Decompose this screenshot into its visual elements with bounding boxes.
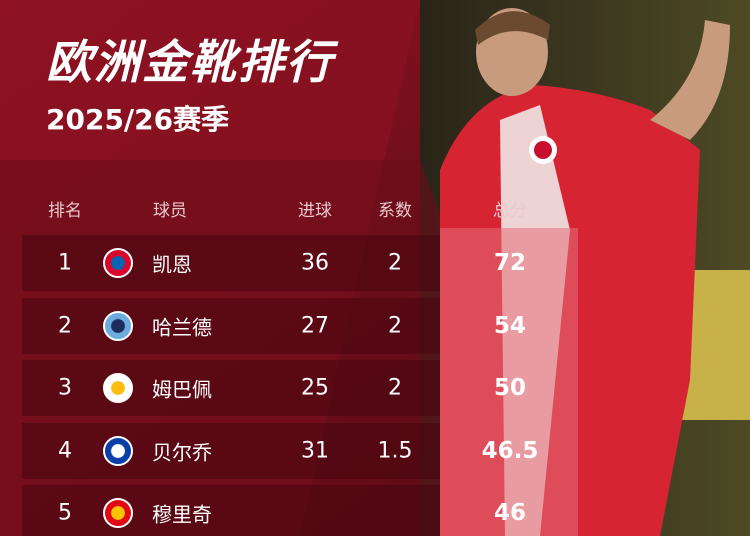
goals: 31 <box>301 438 329 463</box>
player-name: 姆巴佩 <box>152 377 212 402</box>
subtitle: 2025/26赛季 <box>46 103 230 136</box>
column-header: 排名 <box>48 201 82 221</box>
goals: 25 <box>301 375 329 401</box>
goals: 36 <box>301 250 329 276</box>
player-name: 贝尔乔 <box>152 440 212 464</box>
club-logo <box>103 310 133 341</box>
row-background <box>22 422 440 479</box>
column-header: 球员 <box>153 201 187 221</box>
total-points: 72 <box>493 250 527 276</box>
total-points: 54 <box>493 312 527 339</box>
club-logo <box>103 435 133 466</box>
rank: 5 <box>58 500 72 526</box>
total-points: 46.5 <box>481 437 539 464</box>
player-name: 哈兰德 <box>152 315 212 339</box>
coefficient: 2 <box>388 250 402 276</box>
club-logo <box>103 248 133 278</box>
column-header: 系数 <box>378 201 412 221</box>
row-background <box>22 485 440 536</box>
rank: 1 <box>58 250 72 276</box>
rank: 3 <box>58 375 72 401</box>
rank: 4 <box>58 438 72 463</box>
total-points: 46 <box>493 500 527 526</box>
rank: 2 <box>58 313 72 338</box>
total-highlight <box>440 228 578 536</box>
row-background <box>22 235 440 291</box>
player-name: 穆里奇 <box>152 502 212 527</box>
row-background <box>22 360 440 416</box>
column-header: 进球 <box>298 201 332 221</box>
row-background <box>22 297 440 354</box>
column-header: 总分 <box>493 201 527 221</box>
club-logo <box>103 373 133 403</box>
coefficient: 2 <box>388 313 402 338</box>
player-name: 凯恩 <box>152 252 192 277</box>
coefficient: 2 <box>388 375 402 401</box>
coefficient: 1.5 <box>377 438 413 463</box>
title: 欧洲金靴排行 <box>46 35 334 89</box>
club-logo <box>103 498 133 528</box>
total-points: 50 <box>493 375 527 401</box>
goals: 27 <box>301 313 329 338</box>
